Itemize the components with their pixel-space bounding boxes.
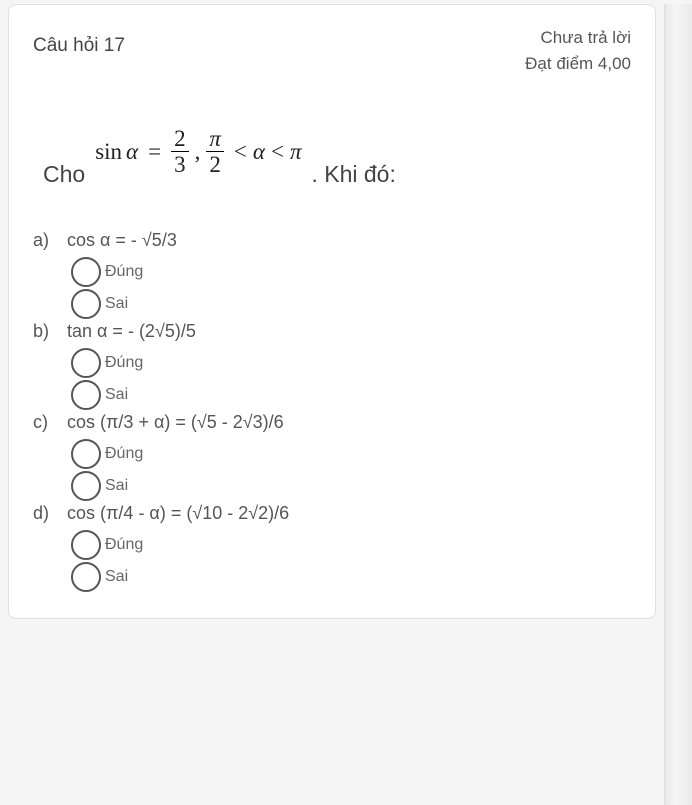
option-d-true[interactable]: Đúng [71,530,631,560]
option-d-line: d) cos (π/4 - α) = (√10 - 2√2)/6 [33,503,631,524]
lt-symbol-1: < [234,139,247,165]
option-a-false[interactable]: Sai [71,289,631,319]
alpha-symbol-2: α [253,139,265,165]
comma-symbol: , [195,139,201,165]
points-text: Đạt điểm 4,00 [525,51,631,77]
fraction-1: 2 3 [171,126,189,178]
option-text: cos (π/3 + α) = (√5 - 2√3)/6 [67,412,631,433]
cho-label: Cho [43,161,85,190]
side-panel-edge [664,4,692,805]
frac2-den: 2 [206,151,224,177]
radio-label-false: Sai [105,568,128,586]
question-header: Câu hỏi 17 Chưa trả lời Đạt điểm 4,00 [33,25,631,76]
equals-symbol: = [148,139,161,165]
question-card: Câu hỏi 17 Chưa trả lời Đạt điểm 4,00 Ch… [8,4,656,619]
pi-symbol: π [290,139,302,165]
radio-icon[interactable] [71,562,101,592]
options-list: a) cos α = - √5/3 Đúng Sai b) tan α = - … [33,230,631,592]
khido-label: . Khi đó: [311,161,395,190]
option-text: cos (π/4 - α) = (√10 - 2√2)/6 [67,503,631,524]
sin-label: sin [95,139,122,165]
option-d-false[interactable]: Sai [71,562,631,592]
radio-label-false: Sai [105,477,128,495]
radio-label-true: Đúng [105,263,143,281]
option-c-true[interactable]: Đúng [71,439,631,469]
radio-label-true: Đúng [105,354,143,372]
radio-icon[interactable] [71,439,101,469]
option-letter: a) [33,230,67,251]
question-prompt: Cho sin α = 2 3 , π 2 < α < π . Khi đó: [43,126,621,190]
radio-icon[interactable] [71,471,101,501]
frac1-den: 3 [171,151,189,177]
radio-label-false: Sai [105,386,128,404]
radio-icon[interactable] [71,530,101,560]
radio-icon[interactable] [71,289,101,319]
lt-symbol-2: < [271,139,284,165]
radio-icon[interactable] [71,257,101,287]
option-a-true[interactable]: Đúng [71,257,631,287]
radio-label-false: Sai [105,295,128,313]
alpha-symbol: α [126,139,138,165]
option-text: cos α = - √5/3 [67,230,631,251]
math-expression: sin α = 2 3 , π 2 < α < π [95,126,301,190]
option-b-line: b) tan α = - (2√5)/5 [33,321,631,342]
radio-label-true: Đúng [105,445,143,463]
radio-label-true: Đúng [105,536,143,554]
fraction-2: π 2 [206,126,224,178]
frac1-num: 2 [171,126,189,151]
question-title: Câu hỏi 17 [33,25,125,57]
status-text: Chưa trả lời [525,25,631,51]
radio-icon[interactable] [71,348,101,378]
question-meta: Chưa trả lời Đạt điểm 4,00 [525,25,631,76]
option-c-line: c) cos (π/3 + α) = (√5 - 2√3)/6 [33,412,631,433]
option-b-false[interactable]: Sai [71,380,631,410]
option-b-true[interactable]: Đúng [71,348,631,378]
frac2-num: π [206,126,224,151]
radio-icon[interactable] [71,380,101,410]
option-a-line: a) cos α = - √5/3 [33,230,631,251]
option-text: tan α = - (2√5)/5 [67,321,631,342]
option-c-false[interactable]: Sai [71,471,631,501]
option-letter: b) [33,321,67,342]
option-letter: d) [33,503,67,524]
option-letter: c) [33,412,67,433]
